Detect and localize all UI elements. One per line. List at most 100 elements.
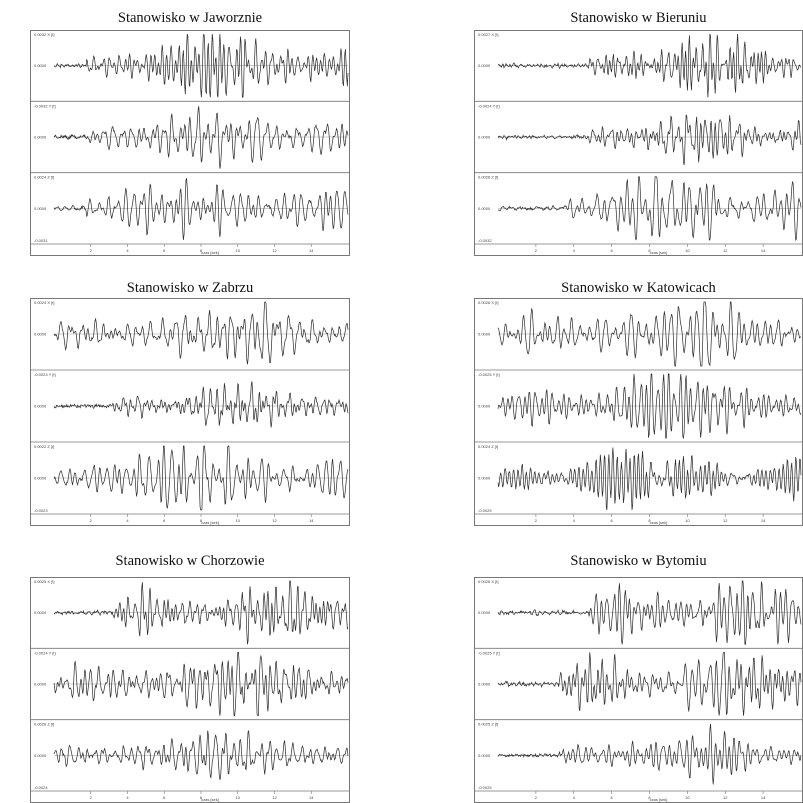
- x-tick-label: 4: [126, 795, 129, 800]
- x-axis-label: czas [sek]: [650, 797, 668, 802]
- center-value-label: 0.0000: [34, 476, 47, 481]
- bottom-amplitude-label: -0.0024: [34, 785, 48, 790]
- seismic-trace-y: [53, 106, 349, 169]
- center-value-label: 0.0000: [478, 404, 491, 409]
- x-tick-label: 6: [611, 795, 614, 800]
- panel-title: Stanowisko w Chorzowie: [115, 553, 264, 569]
- center-value-label: 0.0000: [478, 682, 491, 687]
- x-tick-label: 14: [761, 795, 766, 800]
- center-value-label: 0.0000: [478, 476, 491, 481]
- seismic-trace-z: [53, 445, 349, 511]
- channel-label: -0.0032 Y [t]: [34, 103, 56, 108]
- x-axis-label: czas [sek]: [201, 797, 219, 802]
- panel-frame: [474, 577, 803, 803]
- center-value-label: 0.0000: [478, 610, 491, 615]
- x-tick-label: 6: [163, 248, 166, 253]
- center-value-label: 0.0000: [34, 135, 47, 140]
- x-tick-label: 2: [535, 795, 538, 800]
- channel-label: -0.0025 Y [t]: [478, 650, 500, 655]
- panel-title: Stanowisko w Bytomiu: [570, 553, 706, 569]
- seismic-trace-x: [497, 33, 802, 98]
- bottom-amplitude-label: -0.0025: [478, 508, 492, 513]
- x-tick-label: 10: [685, 518, 690, 523]
- seismic-trace-z: [53, 178, 349, 241]
- x-tick-label: 2: [535, 518, 538, 523]
- seismic-trace-x: [497, 301, 802, 367]
- seismogram-panel-5: Stanowisko w Chorzowie 0.0025 X [t] 0.0000…: [30, 553, 350, 803]
- x-axis-label: czas [sek]: [201, 250, 219, 255]
- channel-label: 0.0032 X [t]: [34, 32, 54, 37]
- center-value-label: 0.0000: [34, 753, 47, 758]
- x-tick-label: 2: [90, 248, 93, 253]
- x-tick-label: 12: [723, 248, 728, 253]
- center-value-label: 0.0000: [34, 206, 47, 211]
- seismic-trace-z: [497, 447, 802, 511]
- seismic-trace-y: [497, 651, 802, 716]
- x-tick-label: 2: [535, 248, 538, 253]
- x-tick-label: 10: [236, 518, 241, 523]
- seismic-trace-y: [53, 381, 349, 428]
- panel-title: Stanowisko w Katowicach: [561, 280, 716, 296]
- panel-frame: [30, 298, 350, 526]
- channel-label: 0.0026 Z [t]: [478, 175, 498, 180]
- x-tick-label: 4: [573, 248, 576, 253]
- x-tick-label: 14: [761, 248, 766, 253]
- seismic-trace-y: [53, 651, 349, 717]
- x-tick-label: 4: [126, 518, 129, 523]
- x-tick-label: 2: [90, 518, 93, 523]
- x-axis-label: czas [sek]: [201, 520, 219, 525]
- bottom-amplitude-label: -0.0025: [478, 785, 492, 790]
- x-tick-label: 10: [236, 248, 241, 253]
- x-tick-label: 14: [309, 518, 314, 523]
- seismic-trace-z: [497, 176, 802, 241]
- center-value-label: 0.0000: [478, 332, 491, 337]
- center-value-label: 0.0000: [34, 404, 47, 409]
- x-tick-label: 6: [611, 248, 614, 253]
- seismic-trace-y: [497, 114, 802, 166]
- channel-label: -0.0024 Y [t]: [478, 103, 500, 108]
- x-tick-label: 6: [163, 795, 166, 800]
- channel-label: 0.0027 X [t]: [478, 32, 498, 37]
- seismogram-panel-1: Stanowisko w Jaworznie 0.0032 X [t] 0.0000…: [30, 10, 350, 256]
- channel-label: -0.0023 Y [t]: [34, 372, 56, 377]
- x-tick-label: 10: [236, 795, 241, 800]
- seismic-trace-x: [53, 580, 349, 645]
- x-tick-label: 12: [272, 518, 277, 523]
- channel-label: 0.0026 Z [t]: [34, 722, 54, 727]
- seismic-trace-x: [53, 301, 349, 365]
- x-tick-label: 14: [309, 248, 314, 253]
- x-tick-label: 12: [723, 518, 728, 523]
- bottom-amplitude-label: -0.0023: [34, 508, 48, 513]
- x-tick-label: 4: [126, 248, 129, 253]
- x-tick-label: 12: [272, 795, 277, 800]
- x-tick-label: 8: [200, 518, 203, 523]
- channel-label: 0.0024 Z [t]: [478, 444, 498, 449]
- seismogram-panel-2: Stanowisko w Bieruniu 0.0027 X [t] 0.0000 -…: [474, 10, 803, 256]
- x-tick-label: 4: [573, 795, 576, 800]
- seismic-trace-x: [53, 33, 349, 98]
- panel-frame: [30, 30, 350, 256]
- bottom-amplitude-label: -0.0031: [34, 238, 48, 243]
- channel-label: -0.0024 Y [t]: [34, 650, 56, 655]
- panel-title: Stanowisko w Jaworznie: [118, 10, 262, 26]
- center-value-label: 0.0000: [34, 332, 47, 337]
- seismogram-panel-3: Stanowisko w Zabrzu 0.0024 X [t] 0.0000 -0.…: [30, 280, 350, 526]
- channel-label: 0.0024 Z [t]: [34, 175, 54, 180]
- center-value-label: 0.0000: [478, 63, 491, 68]
- center-value-label: 0.0000: [34, 682, 47, 687]
- x-tick-label: 8: [200, 795, 203, 800]
- seismogram-panel-4: Stanowisko w Katowicach 0.0026 X [t] 0.000…: [474, 280, 803, 526]
- x-axis-label: czas [sek]: [650, 250, 668, 255]
- panel-title: Stanowisko w Zabrzu: [127, 280, 253, 296]
- x-tick-label: 12: [723, 795, 728, 800]
- channel-label: -0.0025 Y [t]: [478, 372, 500, 377]
- seismic-trace-z: [53, 730, 349, 780]
- x-tick-label: 2: [90, 795, 93, 800]
- x-tick-label: 8: [200, 248, 203, 253]
- x-tick-label: 10: [685, 248, 690, 253]
- x-tick-label: 12: [272, 248, 277, 253]
- x-tick-label: 8: [648, 248, 651, 253]
- panel-title: Stanowisko w Bieruniu: [570, 10, 706, 26]
- seismogram-panel-6: Stanowisko w Bytomiu 0.0026 X [t] 0.0000 -0…: [474, 553, 803, 803]
